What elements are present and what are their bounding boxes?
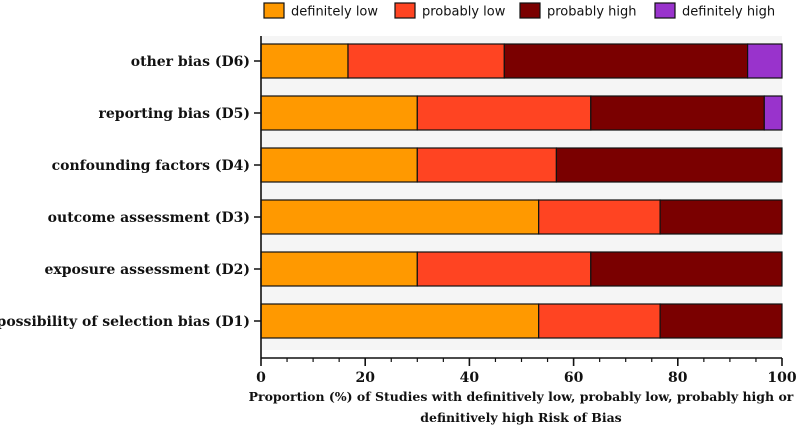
x-tick-label: 100 <box>767 370 796 386</box>
x-tick-label: 40 <box>460 370 480 386</box>
bar-segment <box>763 95 783 131</box>
bar-segment <box>260 43 349 79</box>
bar-segment <box>260 251 418 287</box>
x-tick-label: 80 <box>668 370 688 386</box>
bar-segment <box>416 147 558 183</box>
category-label: outcome assessment (D3) <box>48 210 250 226</box>
bar-segment <box>538 199 661 235</box>
bar-segment <box>503 43 749 79</box>
category-label: other bias (D6) <box>131 54 250 70</box>
x-axis-title-line2: definitively high Risk of Bias <box>420 410 621 425</box>
legend-swatch <box>394 2 416 19</box>
category-label: possibility of selection bias (D1) <box>0 314 250 330</box>
x-tick-label: 60 <box>564 370 584 386</box>
legend-swatch <box>519 2 541 19</box>
category-label: confounding factors (D4) <box>52 158 250 174</box>
bar-segment <box>416 251 592 287</box>
bar-segment <box>555 147 783 183</box>
legend-label: probably high <box>547 5 637 20</box>
bar-segment <box>659 199 783 235</box>
x-axis-title-line1: Proportion (%) of Studies with definitiv… <box>249 389 794 404</box>
legend-label: probably low <box>422 5 506 20</box>
legend-swatch <box>654 2 676 19</box>
legend-swatch <box>263 2 285 19</box>
bar-segment <box>416 95 592 131</box>
x-tick-label: 20 <box>355 370 375 386</box>
x-tick-label: 0 <box>256 370 266 386</box>
bar-segment <box>260 147 418 183</box>
bar-segment <box>347 43 505 79</box>
category-label: exposure assessment (D2) <box>45 262 250 278</box>
category-label: reporting bias (D5) <box>99 106 250 122</box>
bar-segment <box>538 303 661 339</box>
plot-background <box>261 36 782 350</box>
legend-label: definitely low <box>291 5 378 20</box>
bar-segment <box>659 303 783 339</box>
bar-segment <box>747 43 783 79</box>
legend-label: definitely high <box>682 5 775 20</box>
bar-segment <box>260 303 540 339</box>
bar-segment <box>260 95 418 131</box>
bar-segment <box>590 95 765 131</box>
bar-segment <box>260 199 540 235</box>
bar-segment <box>590 251 783 287</box>
